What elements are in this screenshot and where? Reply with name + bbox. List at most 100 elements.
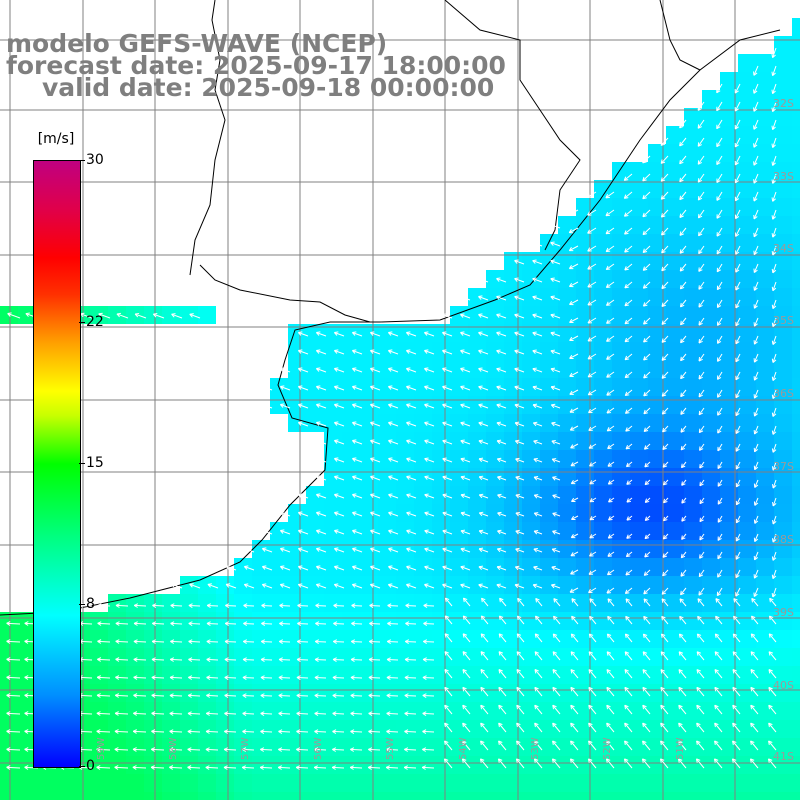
wind-arrow [550,259,561,265]
wind-cell [612,504,630,522]
wind-cell [360,594,378,612]
wind-cell [522,378,540,396]
wind-cell [36,774,54,792]
wind-cell [306,774,324,792]
wind-arrow [605,281,615,288]
wind-arrow [607,461,615,467]
wind-arrow [623,758,633,769]
wind-arrow [552,669,561,679]
wind-arrow [698,371,705,380]
wind-cell [342,468,360,486]
wind-cell [504,396,522,414]
wind-arrow [532,331,543,337]
wind-cell [414,576,432,594]
wind-arrow [498,651,507,661]
wind-arrow [661,389,669,397]
wind-arrow [260,711,273,716]
wind-cell [288,360,306,378]
wind-cell [396,522,414,540]
wind-arrow [352,475,363,481]
wind-cell [0,666,18,684]
wind-cell [774,558,792,576]
wind-cell [234,756,252,774]
wind-cell [612,216,630,234]
wind-arrow [442,529,453,535]
wind-cell [738,252,756,270]
wind-cell [378,558,396,576]
wind-cell [432,774,450,792]
wind-arrow [96,765,111,770]
wind-cell [738,198,756,216]
wind-cell [234,774,252,792]
wind-arrow [642,191,651,200]
wind-cell [414,342,432,360]
wind-cell [324,738,342,756]
wind-arrow [607,533,615,539]
wind-cell [504,270,522,288]
wind-arrow [771,191,777,202]
wind-cell [360,360,378,378]
wind-cell [792,684,800,702]
wind-arrow [223,765,237,770]
wind-cell [342,522,360,540]
wind-cell [558,630,576,648]
wind-arrow [625,425,633,432]
wind-cell [414,702,432,720]
wind-arrow [133,675,147,680]
wind-arrow [350,711,363,716]
wind-cell [288,756,306,774]
wind-arrow [386,639,399,644]
wind-cell [414,414,432,432]
wind-arrow [224,621,237,626]
wind-arrow [626,515,633,521]
wind-arrow [444,597,453,607]
wind-arrow [735,533,741,542]
wind-arrow [460,331,471,337]
wind-arrow [550,385,561,391]
wind-cell [684,378,702,396]
wind-arrow [514,385,525,391]
wind-cell [342,378,360,396]
wind-arrow [753,137,759,148]
wind-arrow [460,511,471,517]
wind-cell [738,738,756,756]
wind-cell [450,684,468,702]
wind-arrow [478,457,489,463]
wind-cell [756,90,774,108]
wind-arrow [679,155,687,165]
wind-cell [270,792,288,800]
wind-arrow [151,711,165,716]
wind-cell [270,522,288,540]
wind-cell [774,378,792,396]
longitude-label: 52W [602,737,613,760]
wind-arrow [478,385,489,391]
wind-arrow [496,313,507,319]
wind-cell [648,234,666,252]
wind-cell [594,504,612,522]
wind-arrow [460,439,471,445]
wind-arrow [315,385,327,391]
wind-arrow [187,747,201,752]
wind-cell [324,468,342,486]
wind-cell [684,756,702,774]
wind-arrow [188,675,201,680]
wind-arrow [735,371,741,381]
wind-arrow [771,263,777,274]
wind-arrow [771,407,777,417]
wind-arrow [370,529,381,535]
wind-cell [414,774,432,792]
wind-cell [666,522,684,540]
wind-arrow [768,633,777,643]
wind-cell [126,792,144,800]
wind-cell [396,450,414,468]
wind-arrow [480,669,489,679]
wind-arrow [768,740,777,751]
wind-arrow [224,657,237,662]
wind-arrow [532,313,543,319]
wind-cell [594,342,612,360]
wind-arrow [370,565,381,571]
wind-cell [360,504,378,522]
wind-arrow [533,494,543,499]
latitude-label: 41S [773,750,794,763]
wind-arrow [680,317,687,326]
